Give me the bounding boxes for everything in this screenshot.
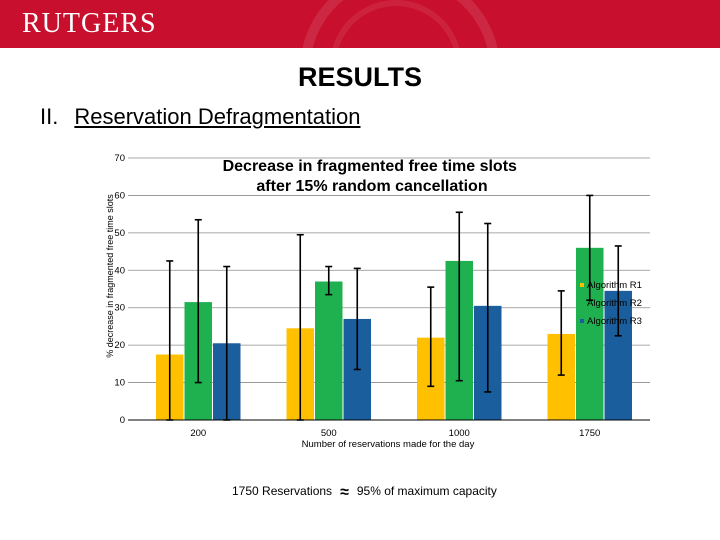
- x-tick-label: 1000: [449, 428, 470, 439]
- rutgers-logo: RUTGERS: [22, 8, 157, 39]
- section-number: II.: [40, 104, 59, 129]
- footnote-reservations: 1750 Reservations: [232, 484, 333, 498]
- chart-title: Decrease in fragmented free time slots a…: [223, 158, 522, 195]
- header-banner: RUTGERS: [0, 0, 720, 48]
- y-axis-label: % decrease in fragmented free time slots: [105, 194, 115, 358]
- x-tick-label: 200: [190, 428, 206, 439]
- legend-swatch: [580, 301, 584, 305]
- legend-swatch: [580, 319, 584, 323]
- axis-layer: 0 10 20 30 40 50 60 70 200 500 1000 1750: [114, 153, 650, 439]
- bar: [315, 281, 343, 420]
- y-tick-label: 10: [114, 378, 125, 389]
- y-tick-label: 20: [114, 340, 125, 351]
- y-tick-label: 50: [114, 228, 125, 239]
- legend-label: Algorithm R2: [587, 298, 642, 309]
- legend: Algorithm R1 Algorithm R2 Algorithm R3: [580, 280, 642, 327]
- x-axis-label: Number of reservations made for the day: [302, 439, 475, 450]
- slide-title: RESULTS: [297, 62, 422, 92]
- footnote-capacity: 95% of maximum capacity: [356, 484, 497, 498]
- approx-symbol: ≈: [340, 484, 349, 501]
- y-tick-label: 70: [114, 153, 125, 164]
- error-bar-layer: [166, 194, 622, 421]
- section-title: Reservation Defragmentation: [74, 104, 361, 129]
- y-tick-label: 0: [120, 415, 125, 426]
- legend-swatch: [580, 283, 584, 287]
- legend-label: Algorithm R3: [587, 316, 642, 327]
- legend-label: Algorithm R1: [587, 280, 642, 291]
- x-tick-label: 1750: [579, 428, 600, 439]
- capacity-footnote: 1750 Reservations ≈95% of maximum capacit…: [232, 484, 497, 502]
- section-heading: II. Reservation Defragmentation: [40, 104, 361, 130]
- x-tick-label: 500: [321, 428, 337, 439]
- y-tick-label: 60: [114, 190, 125, 201]
- y-tick-label: 30: [114, 303, 125, 314]
- y-tick-label: 40: [114, 265, 125, 276]
